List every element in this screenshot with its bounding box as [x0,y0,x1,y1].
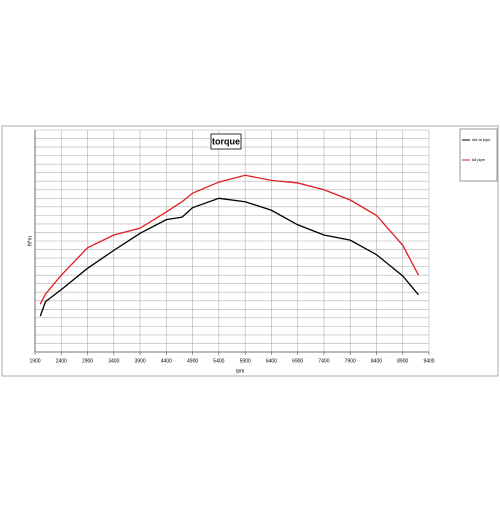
chart-frame [1,125,499,377]
x-tick-label: 1900 [29,358,40,364]
series-line [39,197,419,317]
x-tick-label: 7400 [318,358,329,364]
x-tick-label: 7900 [345,358,356,364]
x-tick-label: 8900 [397,358,408,364]
legend-label: k8 pipe [472,157,486,162]
y-axis-label: N*m [27,236,33,246]
series-line [39,174,420,305]
x-tick-label: 6400 [266,358,277,364]
x-tick-label: 4400 [161,358,172,364]
x-tick-label: 3400 [108,358,119,364]
x-tick-label: 2900 [82,358,93,364]
x-tick-label: 6900 [292,358,303,364]
legend-box [459,128,498,182]
x-tick-label: 9400 [423,358,434,364]
x-tick-label: 5900 [240,358,251,364]
x-tick-label: 5400 [213,358,224,364]
x-tick-label: 8400 [371,358,382,364]
x-tick-label: 3900 [135,358,146,364]
legend-label: std at pipe [472,137,491,142]
chart-title: torque [212,136,240,146]
x-axis-label: rpm [236,368,245,374]
x-tick-label: 2400 [56,358,67,364]
x-tick-label: 4900 [187,358,198,364]
title-box [210,133,242,150]
